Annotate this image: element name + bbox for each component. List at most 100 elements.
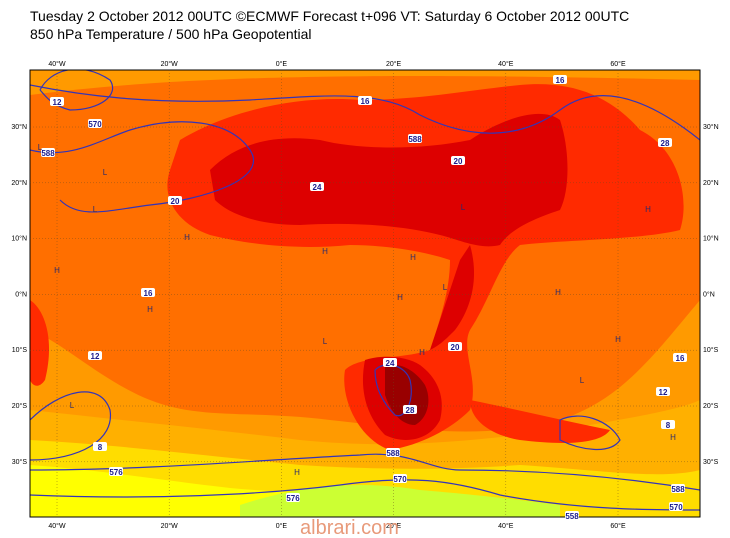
pressure-center: L [323, 337, 328, 346]
latitude-label: 30°S [12, 458, 28, 466]
contour-label-bg [408, 134, 422, 143]
contour-label: 570 [393, 475, 407, 484]
contour-label-bg [403, 405, 417, 414]
latitude-label: 30°S [703, 458, 719, 466]
contour-label: 8 [666, 421, 671, 430]
contour-label-bg [448, 342, 462, 351]
contour-label: 16 [676, 354, 685, 363]
pressure-center: H [419, 348, 425, 357]
contour-label-bg [88, 119, 102, 128]
longitude-label: 40°W [48, 522, 66, 530]
latitude-label: 20°S [12, 402, 28, 410]
contour-label: 20 [451, 343, 460, 352]
pressure-center: L [93, 205, 98, 214]
latitude-label: 30°N [11, 123, 27, 131]
contour-label-bg [383, 358, 397, 367]
longitude-label: 20°E [386, 60, 402, 68]
longitude-label: 0°E [276, 60, 288, 68]
contour-label-bg [656, 387, 670, 396]
latitude-label: 20°N [703, 179, 719, 187]
latitude-label: 30°N [703, 123, 719, 131]
latitude-label: 0°N [15, 290, 27, 298]
pressure-center: H [54, 266, 60, 275]
contour-label: 16 [556, 76, 565, 85]
contour-label-bg [565, 511, 579, 520]
contour-label-bg [310, 182, 324, 191]
pressure-center: H [410, 253, 416, 262]
pressure-center: H [555, 288, 561, 297]
contour-label: 12 [53, 98, 62, 107]
contour-label-bg [553, 75, 567, 84]
latitude-label: 0°N [703, 290, 715, 298]
watermark: albrari.com [300, 517, 399, 538]
contour-label-bg [168, 196, 182, 205]
contour-label-bg [658, 138, 672, 147]
contour-label: 588 [671, 485, 685, 494]
contour-label-bg [669, 502, 683, 511]
contour-label: 20 [171, 197, 180, 206]
contour-label: 28 [406, 406, 415, 415]
pressure-center: L [103, 168, 108, 177]
map-frame [29, 69, 701, 518]
pressure-center: L [443, 283, 448, 292]
contour-label-bg [50, 97, 64, 106]
longitude-label: 60°E [610, 522, 626, 530]
longitude-label: 0°E [276, 522, 288, 530]
contour-label: 12 [659, 388, 668, 397]
pressure-center: L [580, 376, 585, 385]
title: Tuesday 2 October 2012 00UTC ©ECMWF Fore… [30, 8, 629, 24]
longitude-label: 40°E [498, 522, 514, 530]
contour-label: 588 [386, 449, 400, 458]
contour-label-bg [141, 288, 155, 297]
contour-label: 20 [454, 157, 463, 166]
latitude-label: 10°N [11, 235, 27, 243]
contour-label-bg [109, 467, 123, 476]
contour-label: 576 [109, 468, 123, 477]
contour-label-bg [661, 420, 675, 429]
contour-label: 570 [669, 503, 683, 512]
contour-label-bg [93, 442, 107, 451]
contour-label-bg [671, 484, 685, 493]
map-labels: 40°W 40°W 20°W 20°W 0°E 0°E 20°E 20°E 40°E 40°E 60… [11, 60, 718, 530]
pressure-center: H [615, 335, 621, 344]
longitude-label: 60°E [610, 60, 626, 68]
latitude-label: 10°S [703, 346, 719, 354]
longitude-label: 20°E [386, 522, 402, 530]
contour-label-bg [451, 156, 465, 165]
contour-label: 588 [408, 135, 422, 144]
pressure-center: H [147, 305, 153, 314]
longitude-label: 40°E [498, 60, 514, 68]
pressure-center: H [645, 205, 651, 214]
latitude-label: 10°S [12, 346, 28, 354]
contour-label: 28 [661, 139, 670, 148]
longitude-label: 40°W [48, 60, 66, 68]
contour-label: 24 [386, 359, 395, 368]
latitude-label: 10°N [703, 235, 719, 243]
contour-label: 588 [41, 149, 55, 158]
contour-label-bg [41, 148, 55, 157]
contour-label: 576 [286, 494, 300, 503]
pressure-center: H [322, 247, 328, 256]
latitude-label: 20°N [11, 179, 27, 187]
pressure-center: L [461, 203, 466, 212]
pressure-center: H [397, 293, 403, 302]
contour-label: 558 [565, 512, 579, 521]
map-field [30, 70, 700, 517]
longitude-label: 20°W [161, 60, 179, 68]
contour-label-bg [358, 96, 372, 105]
latitude-label: 20°S [703, 402, 719, 410]
contour-label: 16 [361, 97, 370, 106]
pressure-center: L [70, 401, 75, 410]
pressure-center: H [670, 433, 676, 442]
contour-label: 12 [91, 352, 100, 361]
contour-label-bg [673, 353, 687, 362]
pressure-center: H [294, 468, 300, 477]
contour-label-bg [286, 493, 300, 502]
contour-label-bg [88, 351, 102, 360]
contour-label: 24 [313, 183, 322, 192]
pressure-center: L [38, 143, 43, 152]
contour-label-bg [386, 448, 400, 457]
longitude-label: 20°W [161, 522, 179, 530]
contour-label: 570 [88, 120, 102, 129]
